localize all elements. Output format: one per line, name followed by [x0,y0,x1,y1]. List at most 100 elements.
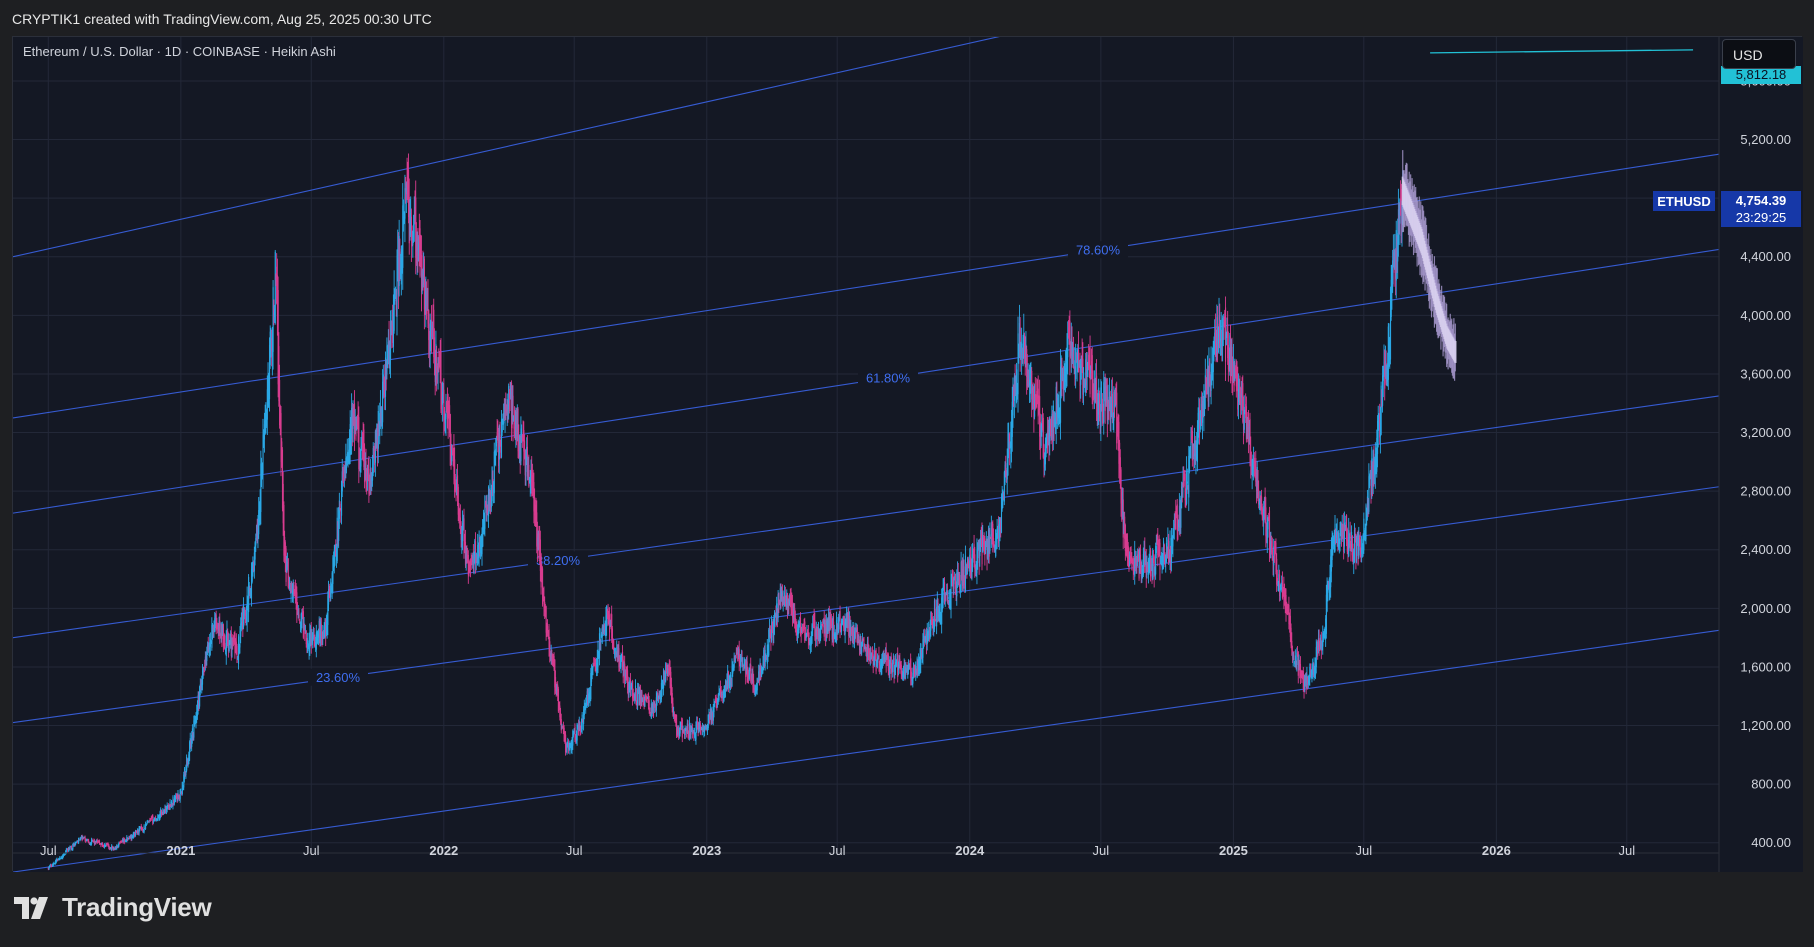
candle-body [263,424,266,440]
candle-body [655,704,657,712]
candle-body [390,320,392,360]
candle-body [1049,421,1052,425]
candle-body [367,466,369,479]
candle-body [865,648,867,650]
candle-body [730,675,732,683]
candle-body [560,713,562,722]
candle-body [312,635,315,640]
candle-body [1304,675,1307,683]
candle-body [777,594,779,619]
candle-body [200,684,202,688]
candle-body [713,701,715,712]
candle-body [748,667,750,680]
channel-line [13,37,1000,258]
candle-body [570,744,572,750]
candle-body [840,624,842,632]
candle-body [1178,505,1180,528]
candle-body [398,236,400,286]
candle-body [542,568,544,605]
candle-body [663,669,665,689]
candle-body [1294,655,1296,668]
candle-body [1059,409,1061,419]
price-tick-label: 2,000.00 [1740,601,1791,616]
candle-body [1281,580,1284,598]
candle-body [1369,474,1371,486]
candle-body [113,848,115,849]
candle-body [1184,473,1186,501]
candle-body [173,798,175,804]
candle-body [413,224,415,238]
candle-body [587,694,589,704]
candle-body [867,643,869,655]
candle-body [253,552,255,572]
time-axis[interactable]: Jul 2021 Jul 2022 Jul 2023 Jul 2024 Jul 2025 Jul 20… [40,843,1635,858]
candle-body [1096,375,1098,405]
candle-body [431,325,433,330]
candle-body [302,611,304,618]
candle-body [861,641,863,653]
candle-body [1011,401,1013,437]
candle-body [688,734,690,737]
candle-body [841,623,843,624]
candle-body [190,740,192,747]
candle-body [203,667,205,668]
candle-body [1021,355,1023,357]
candle-body [1400,198,1402,200]
candle-body [1319,643,1321,650]
time-tick-label: Jul [1618,843,1635,858]
candle-body [1034,385,1036,417]
candle-body [880,664,882,671]
candle-body [500,419,503,458]
candle-body [178,795,180,798]
currency-selector-button[interactable]: USD [1722,39,1796,69]
candle-body [283,505,285,556]
price-chart[interactable]: 78.60%61.80%38.20%23.60%100.00% 400.0080… [13,37,1803,872]
candle-body [1255,457,1257,482]
candle-body [484,495,486,529]
candle-body [334,544,336,557]
candle-body [581,714,583,730]
candle-body [667,668,669,674]
candle-body [838,613,840,621]
candle-body [277,290,279,385]
candle-body [216,624,218,630]
candle-body [1063,373,1065,390]
candle-body [1125,536,1127,550]
candle-body [1273,546,1275,566]
candle-body [145,823,147,830]
candle-body [320,624,322,637]
candle-body [578,724,580,732]
candle-body [502,423,504,425]
candle-body [124,840,126,842]
candle-body [1195,445,1197,460]
candle-body [947,596,949,600]
candle-body [562,725,565,734]
candle-body [961,570,963,571]
candle-body [493,451,495,494]
candle-body [1001,497,1003,509]
candle-body [869,653,871,661]
candle-body [475,541,477,564]
candle-body [670,684,673,700]
candle-body [1180,497,1182,528]
candle-body [991,525,993,532]
candle-body [1397,233,1399,262]
candle-body [229,640,231,645]
candle-body [1016,382,1018,386]
candle-body [1036,394,1039,399]
candle-body [512,395,514,429]
candle-body [1157,543,1160,547]
candle-body [1170,537,1173,563]
candle-body [444,411,446,424]
candle-body [936,597,938,617]
candle-body [868,650,870,656]
candle-body [150,817,152,820]
candle-body [884,656,886,660]
candle-body [122,838,124,843]
chart-panel[interactable]: 78.60%61.80%38.20%23.60%100.00% 400.0080… [12,36,1803,872]
candle-body [246,595,248,622]
candle-body [1003,472,1005,502]
candle-body [83,837,85,839]
candle-body [429,323,431,355]
candle-body [295,585,297,601]
